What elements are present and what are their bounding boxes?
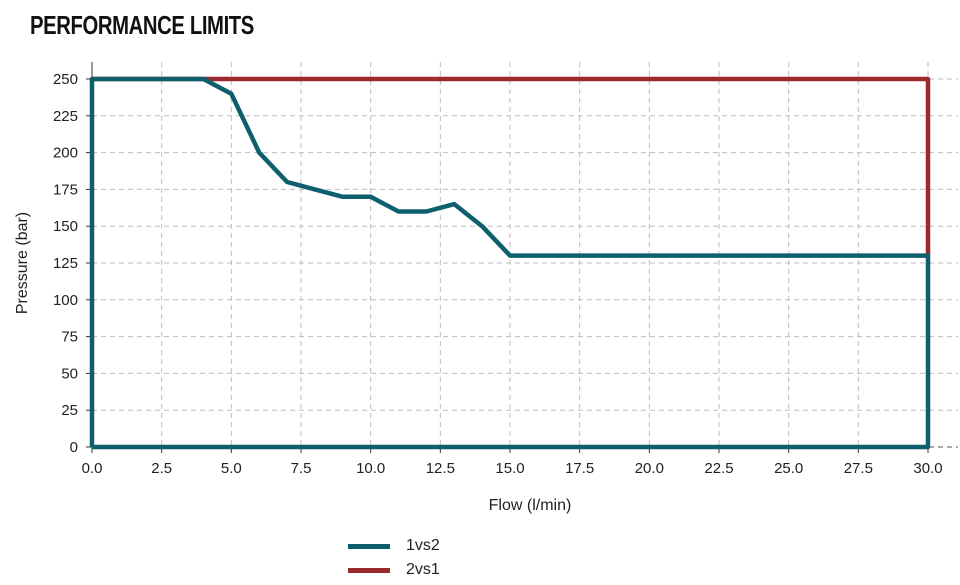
x-axis-label: Flow (l/min) [489,497,572,514]
series-line-2vs1 [92,76,931,256]
y-tick-label: 250 [53,71,78,88]
legend-label-1vs2: 1vs2 [406,537,440,554]
x-tick-label: 5.0 [221,460,242,477]
x-tick-label: 27.5 [844,460,873,477]
x-tick-label: 17.5 [565,460,594,477]
series-line-1vs2 [89,76,931,450]
y-tick-label: 125 [53,255,78,272]
x-tick-label: 22.5 [704,460,733,477]
y-tick-label: 100 [53,292,78,309]
x-tick-labels: 0.0 2.5 5.0 7.5 10.0 12.5 15.0 17.5 20.0 22.5 25.0… [82,460,943,477]
y-tick-label: 50 [61,365,78,382]
y-tick-label: 150 [53,218,78,235]
y-tick-label: 200 [53,145,78,162]
chart-title: PERFORMANCE LIMITS [30,10,254,40]
y-tick-label: 25 [61,402,78,419]
y-tick-labels: 0 25 50 75 100 125 150 175 200 225 250 [53,71,78,456]
series-lines [89,76,931,450]
legend-swatch-1vs2 [348,543,390,549]
x-tick-label: 7.5 [291,460,312,477]
y-axis-label: Pressure (bar) [14,212,31,314]
x-tick-label: 30.0 [913,460,942,477]
y-tick-label: 225 [53,108,78,125]
x-tick-label: 20.0 [635,460,664,477]
legend-swatch-2vs1 [348,567,390,573]
y-tick-label: 75 [61,329,78,346]
x-tick-label: 12.5 [426,460,455,477]
legend-item-2vs1: 2vs1 [348,558,440,582]
x-tick-label: 25.0 [774,460,803,477]
legend-item-1vs2: 1vs2 [348,534,440,558]
x-tick-label: 2.5 [151,460,172,477]
y-tick-label: 0 [70,439,78,456]
x-tick-label: 15.0 [495,460,524,477]
x-tick-label: 0.0 [82,460,103,477]
x-tick-label: 10.0 [356,460,385,477]
legend-label-2vs1: 2vs1 [406,561,440,578]
legend: 1vs2 2vs1 [348,534,440,582]
y-tick-label: 175 [53,181,78,198]
